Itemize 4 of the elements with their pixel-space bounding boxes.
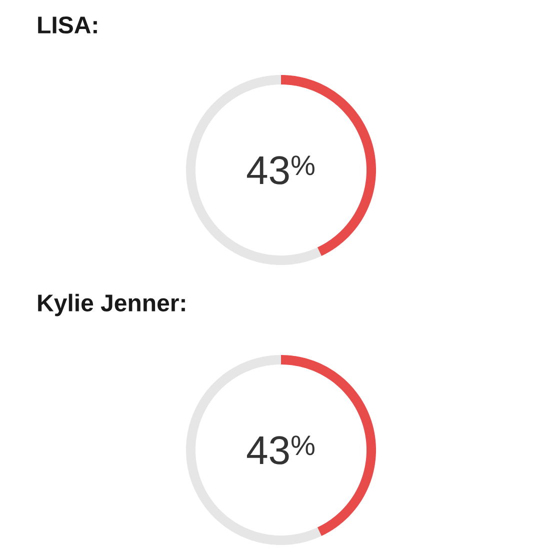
chart-title: LISA: <box>38 16 97 34</box>
chart-title: Kylie Jenner: <box>38 294 185 316</box>
data-label: 43$^{%}$ <box>246 436 314 464</box>
data-label: 43$^{%}$ <box>246 156 314 184</box>
